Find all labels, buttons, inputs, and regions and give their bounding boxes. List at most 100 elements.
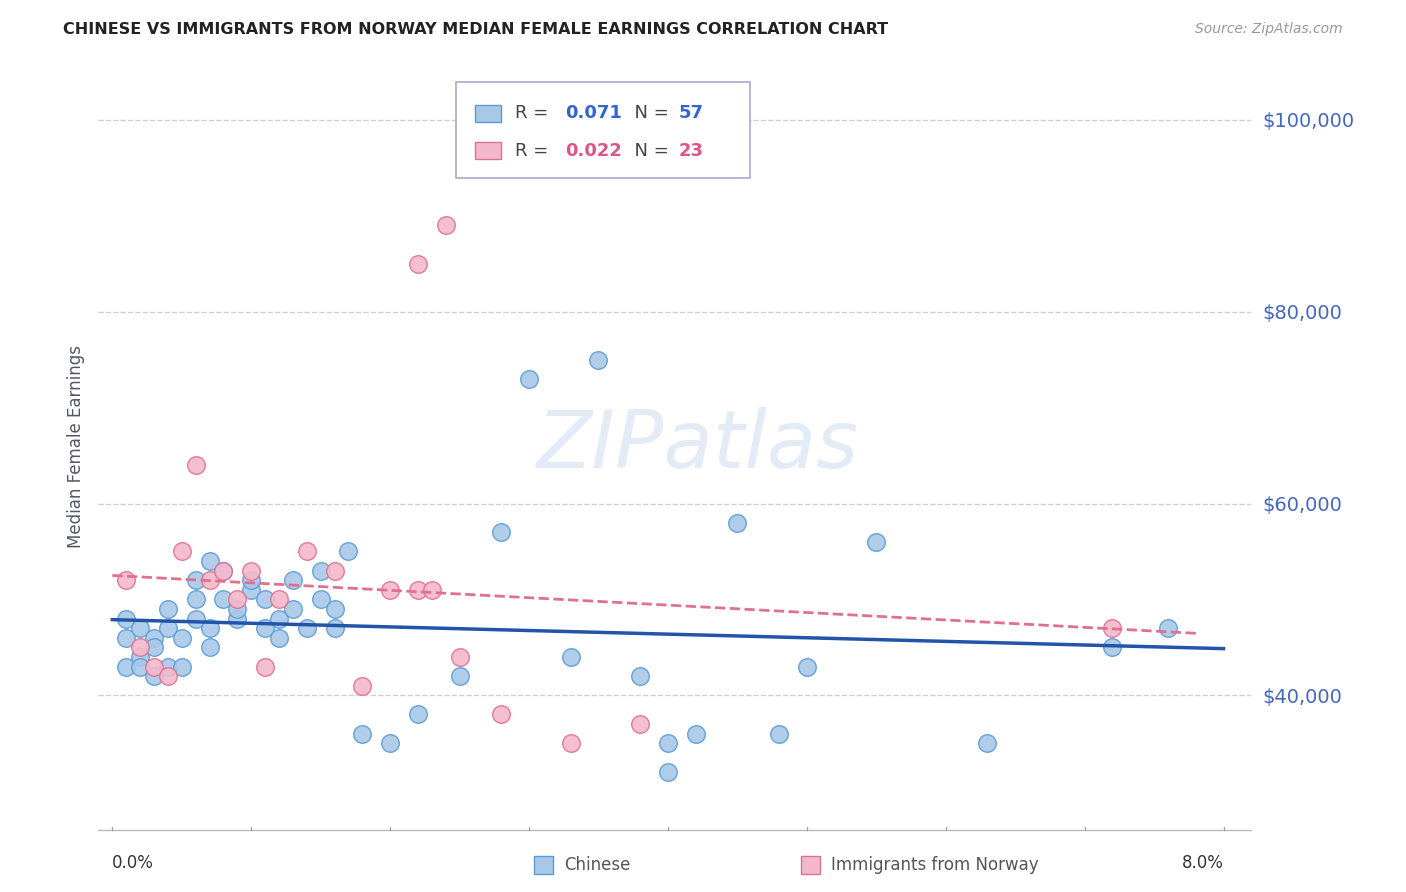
Point (115, 631, 138, 645)
Point (1101, 640, 1123, 655)
Point (267, 612, 290, 626)
Point (254, 592, 277, 607)
Point (434, 219, 457, 233)
Text: 0.0%: 0.0% (112, 854, 155, 871)
Point (281, 602, 304, 616)
Point (657, 736, 679, 750)
Point (267, 592, 290, 607)
Text: N =: N = (623, 142, 675, 160)
Point (976, 736, 998, 750)
Point (560, 649, 582, 664)
Point (240, 564, 263, 578)
Point (517, 372, 540, 386)
Point (212, 564, 235, 578)
Text: Immigrants from Norway: Immigrants from Norway (831, 856, 1039, 874)
Point (170, 631, 193, 645)
Point (491, 525, 513, 540)
Point (184, 592, 207, 607)
Point (129, 649, 152, 664)
Point (768, 726, 790, 740)
Point (309, 592, 332, 607)
Point (198, 621, 221, 635)
Point (129, 659, 152, 673)
Point (240, 582, 263, 597)
Bar (801, 856, 820, 874)
Point (796, 659, 818, 673)
Point (378, 582, 401, 597)
Point (115, 573, 138, 587)
Point (295, 544, 318, 558)
Point (657, 765, 679, 780)
Point (184, 573, 207, 587)
Bar (475, 142, 501, 159)
Point (449, 649, 471, 664)
FancyBboxPatch shape (456, 81, 749, 178)
Point (226, 612, 249, 626)
Point (254, 621, 277, 635)
Point (156, 659, 179, 673)
Point (323, 602, 346, 616)
Text: 0.022: 0.022 (565, 142, 623, 160)
Point (212, 564, 235, 578)
Text: R =: R = (515, 104, 554, 122)
Point (323, 621, 346, 635)
Point (1101, 621, 1123, 635)
Text: 23: 23 (678, 142, 703, 160)
Point (491, 707, 513, 722)
Point (628, 717, 651, 731)
Point (254, 659, 277, 673)
Point (198, 554, 221, 568)
Point (170, 659, 193, 673)
Text: 8.0%: 8.0% (1181, 854, 1223, 871)
Point (129, 640, 152, 655)
Point (226, 602, 249, 616)
Text: N =: N = (623, 104, 675, 122)
Point (309, 564, 332, 578)
Text: ZIPatlas: ZIPatlas (537, 407, 859, 485)
Text: Source: ZipAtlas.com: Source: ZipAtlas.com (1195, 22, 1343, 37)
Point (865, 534, 887, 549)
Point (198, 573, 221, 587)
Point (143, 631, 166, 645)
Point (281, 573, 304, 587)
Text: 0.071: 0.071 (565, 104, 623, 122)
Point (212, 592, 235, 607)
Text: Chinese: Chinese (564, 856, 630, 874)
Point (420, 582, 443, 597)
Point (337, 544, 360, 558)
Point (323, 564, 346, 578)
Point (725, 516, 748, 530)
Point (406, 707, 429, 722)
Point (628, 669, 651, 683)
Point (560, 736, 582, 750)
Point (1157, 621, 1180, 635)
Point (685, 726, 707, 740)
Point (352, 679, 374, 693)
Point (143, 640, 166, 655)
Point (449, 669, 471, 683)
Point (156, 602, 179, 616)
Point (156, 621, 179, 635)
Point (352, 726, 374, 740)
Point (129, 621, 152, 635)
Y-axis label: Median Female Earnings: Median Female Earnings (66, 344, 84, 548)
Point (170, 544, 193, 558)
Point (267, 631, 290, 645)
Point (143, 659, 166, 673)
Text: R =: R = (515, 142, 554, 160)
Point (240, 573, 263, 587)
Point (226, 592, 249, 607)
Point (295, 621, 318, 635)
Point (378, 736, 401, 750)
Bar (475, 104, 501, 121)
Point (184, 612, 207, 626)
Point (184, 458, 207, 473)
Point (156, 669, 179, 683)
Point (406, 582, 429, 597)
Point (406, 257, 429, 271)
Point (588, 352, 610, 367)
Point (143, 669, 166, 683)
Text: CHINESE VS IMMIGRANTS FROM NORWAY MEDIAN FEMALE EARNINGS CORRELATION CHART: CHINESE VS IMMIGRANTS FROM NORWAY MEDIAN… (63, 22, 889, 37)
Bar (534, 856, 553, 874)
Point (115, 659, 138, 673)
